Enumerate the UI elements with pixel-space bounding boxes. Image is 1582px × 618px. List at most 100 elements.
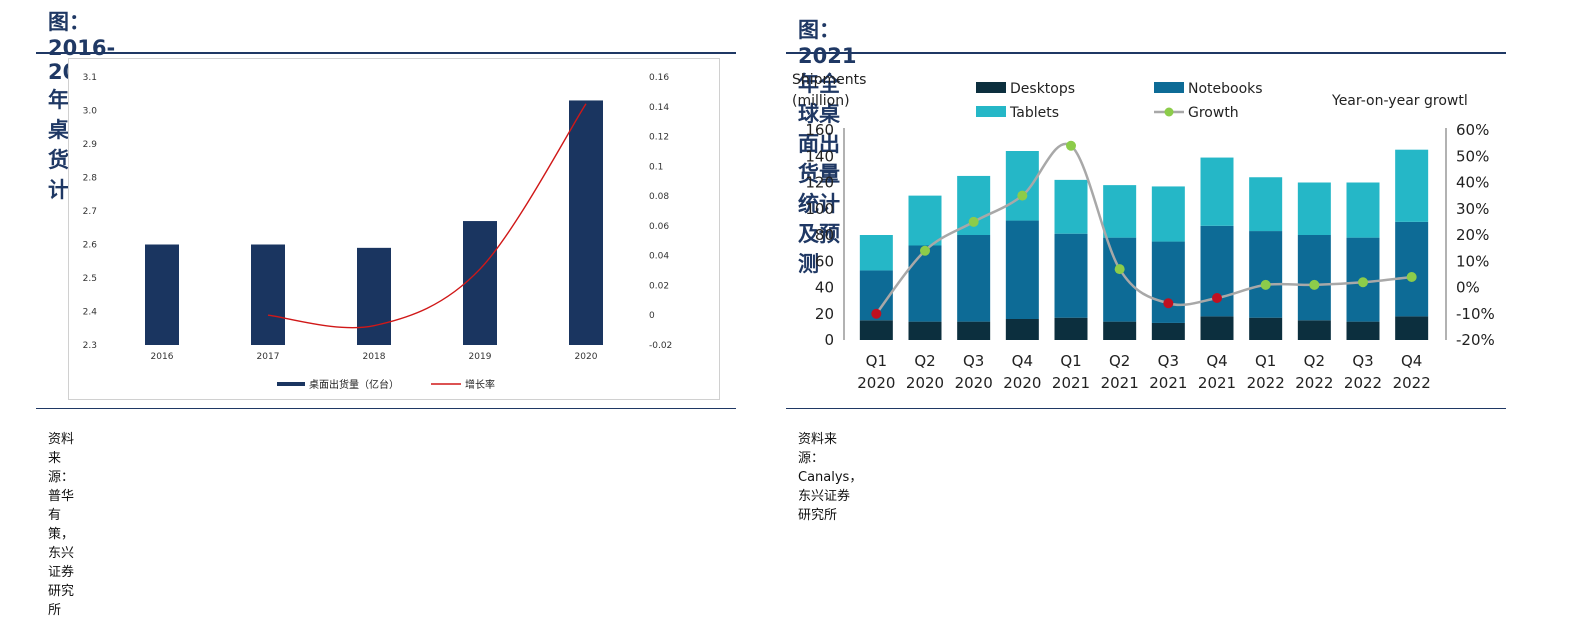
right-y-tick-label: 100	[805, 200, 834, 218]
right-x-tick-label-quarter: Q1	[866, 352, 887, 370]
right-bar-tablets	[1346, 182, 1380, 238]
left-y2-tick-label: -0.02	[649, 341, 672, 351]
right-legend-tablets-label: Tablets	[1009, 105, 1059, 121]
right-source-rule	[786, 408, 1506, 409]
right-bar-tablets	[1249, 177, 1283, 232]
right-bar-tablets	[859, 235, 893, 271]
right-bar-notebooks	[1395, 221, 1429, 317]
left-x-tick-label: 2019	[469, 352, 492, 362]
left-source: 资料来源：普华有策，东兴证券研究所	[48, 432, 75, 618]
right-y2-axis-label: Year-on-year growtl	[1331, 93, 1468, 109]
right-x-tick-label-year: 2022	[1344, 374, 1382, 392]
right-bar-tablets	[1005, 151, 1039, 221]
right-bar-desktops	[908, 321, 942, 340]
right-bar-desktops	[1054, 317, 1088, 340]
left-y-tick-label: 2.7	[83, 207, 97, 217]
right-bar-tablets	[1395, 149, 1429, 222]
left-y2-tick-label: 0.12	[649, 133, 669, 143]
right-x-tick-label-quarter: Q4	[1401, 352, 1422, 370]
right-y-tick-label: 120	[805, 174, 834, 192]
right-y2-tick-label: 60%	[1456, 121, 1489, 139]
right-x-tick-label-quarter: Q2	[914, 352, 935, 370]
right-x-tick-label-quarter: Q1	[1255, 352, 1276, 370]
right-x-tick-label-year: 2020	[906, 374, 944, 392]
left-y-tick-label: 2.4	[83, 308, 98, 318]
left-y2-tick-label: 0.04	[649, 252, 669, 262]
right-y-tick-label: 20	[815, 305, 834, 323]
right-growth-point	[1114, 264, 1125, 275]
right-x-tick-label-year: 2021	[1101, 374, 1139, 392]
left-y-tick-label: 3.0	[83, 107, 98, 117]
left-bar	[357, 247, 391, 345]
left-bar	[251, 244, 285, 345]
right-panel-title: 图：2021年全球桌面出货量统计及预测	[798, 18, 857, 276]
right-bar-tablets	[1151, 186, 1185, 242]
right-growth-point	[968, 216, 979, 227]
right-growth-point	[871, 308, 882, 319]
right-y-axis-label-line1: Shipments	[792, 72, 866, 88]
right-y2-tick-label: 40%	[1456, 174, 1489, 192]
left-x-tick-label: 2016	[151, 352, 174, 362]
right-growth-point	[1260, 279, 1271, 290]
left-y-tick-label: 3.1	[83, 73, 97, 83]
left-y2-tick-label: 0.06	[649, 222, 669, 232]
left-bar	[569, 100, 603, 345]
left-legend-line-label: 增长率	[465, 378, 495, 391]
right-y-tick-label: 0	[824, 331, 834, 349]
right-legend-notebooks-label: Notebooks	[1188, 81, 1263, 97]
left-y-tick-label: 2.3	[83, 341, 97, 351]
right-y2-tick-label: 20%	[1456, 226, 1489, 244]
left-x-tick-label: 2017	[257, 352, 280, 362]
right-bar-desktops	[1103, 321, 1137, 340]
left-x-tick-label: 2018	[363, 352, 386, 362]
right-x-tick-label-year: 2020	[955, 374, 993, 392]
right-bar-notebooks	[908, 245, 942, 322]
right-x-tick-label-quarter: Q3	[963, 352, 984, 370]
left-bar	[463, 221, 497, 345]
right-chart: Shipments (million) Year-on-year growtl 0 20…	[792, 72, 1495, 392]
right-bar-desktops	[1151, 322, 1185, 340]
right-growth-point	[1406, 272, 1417, 282]
right-bar-notebooks	[1249, 231, 1283, 318]
right-x-tick-label-year: 2021	[1052, 374, 1090, 392]
right-x-tick-label-year: 2022	[1393, 374, 1431, 392]
right-source: 资料来源：Canalys，东兴证券研究所	[798, 432, 863, 523]
right-bar-tablets	[1200, 157, 1234, 226]
right-y2-tick-label: 30%	[1456, 200, 1489, 218]
right-x-tick-label-quarter: Q4	[1206, 352, 1227, 370]
left-legend-bar-swatch	[277, 382, 305, 386]
right-legend-desktops-label: Desktops	[1010, 81, 1075, 97]
left-source-rule	[36, 408, 736, 409]
right-bar-desktops	[1249, 317, 1283, 340]
right-y-tick-label: 60	[815, 252, 834, 270]
right-growth-point	[1163, 298, 1174, 309]
right-growth-point	[1066, 140, 1076, 151]
left-y2-tick-label: 0	[649, 311, 655, 321]
left-bar	[145, 244, 179, 345]
right-x-tick-label-year: 2021	[1198, 374, 1236, 392]
left-legend-bar-label: 桌面出货量（亿台）	[309, 378, 399, 391]
right-x-tick-label-quarter: Q2	[1304, 352, 1325, 370]
right-growth-point	[1212, 293, 1222, 303]
left-y-tick-label: 2.8	[83, 174, 98, 184]
right-bar-notebooks	[1054, 233, 1088, 318]
right-growth-point	[1309, 279, 1320, 290]
right-bar-notebooks	[1151, 241, 1185, 323]
right-bar-tablets	[908, 195, 942, 246]
right-legend-tablets-swatch	[976, 106, 1006, 117]
right-bar-notebooks	[1103, 237, 1137, 322]
left-y2-tick-label: 0.1	[649, 162, 663, 172]
right-bar-desktops	[1005, 319, 1039, 340]
right-legend-growth-marker	[1164, 107, 1174, 117]
right-y2-tick-label: 0%	[1456, 279, 1480, 297]
right-x-tick-label-quarter: Q3	[1352, 352, 1373, 370]
right-x-tick-label-quarter: Q2	[1109, 352, 1130, 370]
left-y-tick-label: 2.6	[83, 241, 98, 251]
right-legend-growth-label: Growth	[1188, 105, 1239, 121]
right-x-tick-label-quarter: Q3	[1158, 352, 1179, 370]
right-bar-desktops	[859, 320, 893, 340]
right-bar-notebooks	[957, 235, 991, 322]
right-y-axis-label-line2: (million)	[792, 93, 850, 109]
right-growth-line	[875, 142, 1412, 315]
right-x-tick-label-year: 2020	[857, 374, 895, 392]
